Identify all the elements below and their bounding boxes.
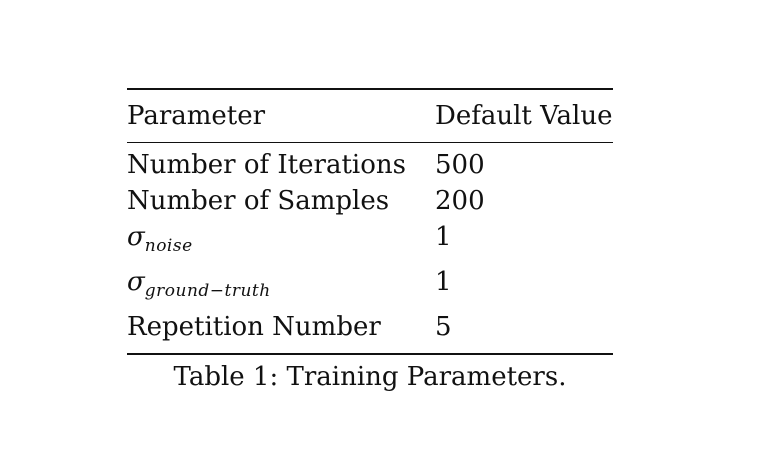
bottom-rule — [127, 353, 613, 355]
header-default-value: Default Value — [435, 101, 613, 131]
table-row: Repetition Number 5 — [127, 309, 613, 345]
parameter-cell: Number of Iterations — [127, 150, 406, 180]
value-cell: 1 — [435, 222, 452, 252]
table-row: σnoise 1 — [127, 219, 613, 264]
table-row: σground−truth 1 — [127, 264, 613, 309]
value-cell: 5 — [435, 312, 452, 342]
sigma-symbol: σ — [127, 222, 145, 252]
parameters-table: Parameter Default Value Number of Iterat… — [127, 88, 613, 355]
subscript-ground-truth: ground−truth — [144, 281, 271, 301]
subscript-noise: noise — [144, 236, 193, 256]
parameter-cell: Repetition Number — [127, 312, 381, 342]
table-body: Number of Iterations 500 Number of Sampl… — [127, 143, 613, 353]
value-cell: 200 — [435, 186, 485, 216]
parameter-cell: Number of Samples — [127, 186, 390, 216]
sigma-symbol: σ — [127, 267, 145, 297]
header-parameter: Parameter — [127, 101, 266, 131]
value-cell: 500 — [435, 150, 485, 180]
parameter-cell: σnoise — [127, 219, 435, 264]
top-rule — [127, 88, 613, 90]
value-cell: 1 — [435, 267, 452, 297]
table-row: Number of Iterations 500 — [127, 147, 613, 183]
table-row: Number of Samples 200 — [127, 183, 613, 219]
table-header-row: Parameter Default Value — [127, 90, 613, 142]
header-rule — [127, 142, 613, 143]
parameter-cell: σground−truth — [127, 264, 435, 309]
table-caption: Table 1: Training Parameters. — [173, 362, 567, 392]
